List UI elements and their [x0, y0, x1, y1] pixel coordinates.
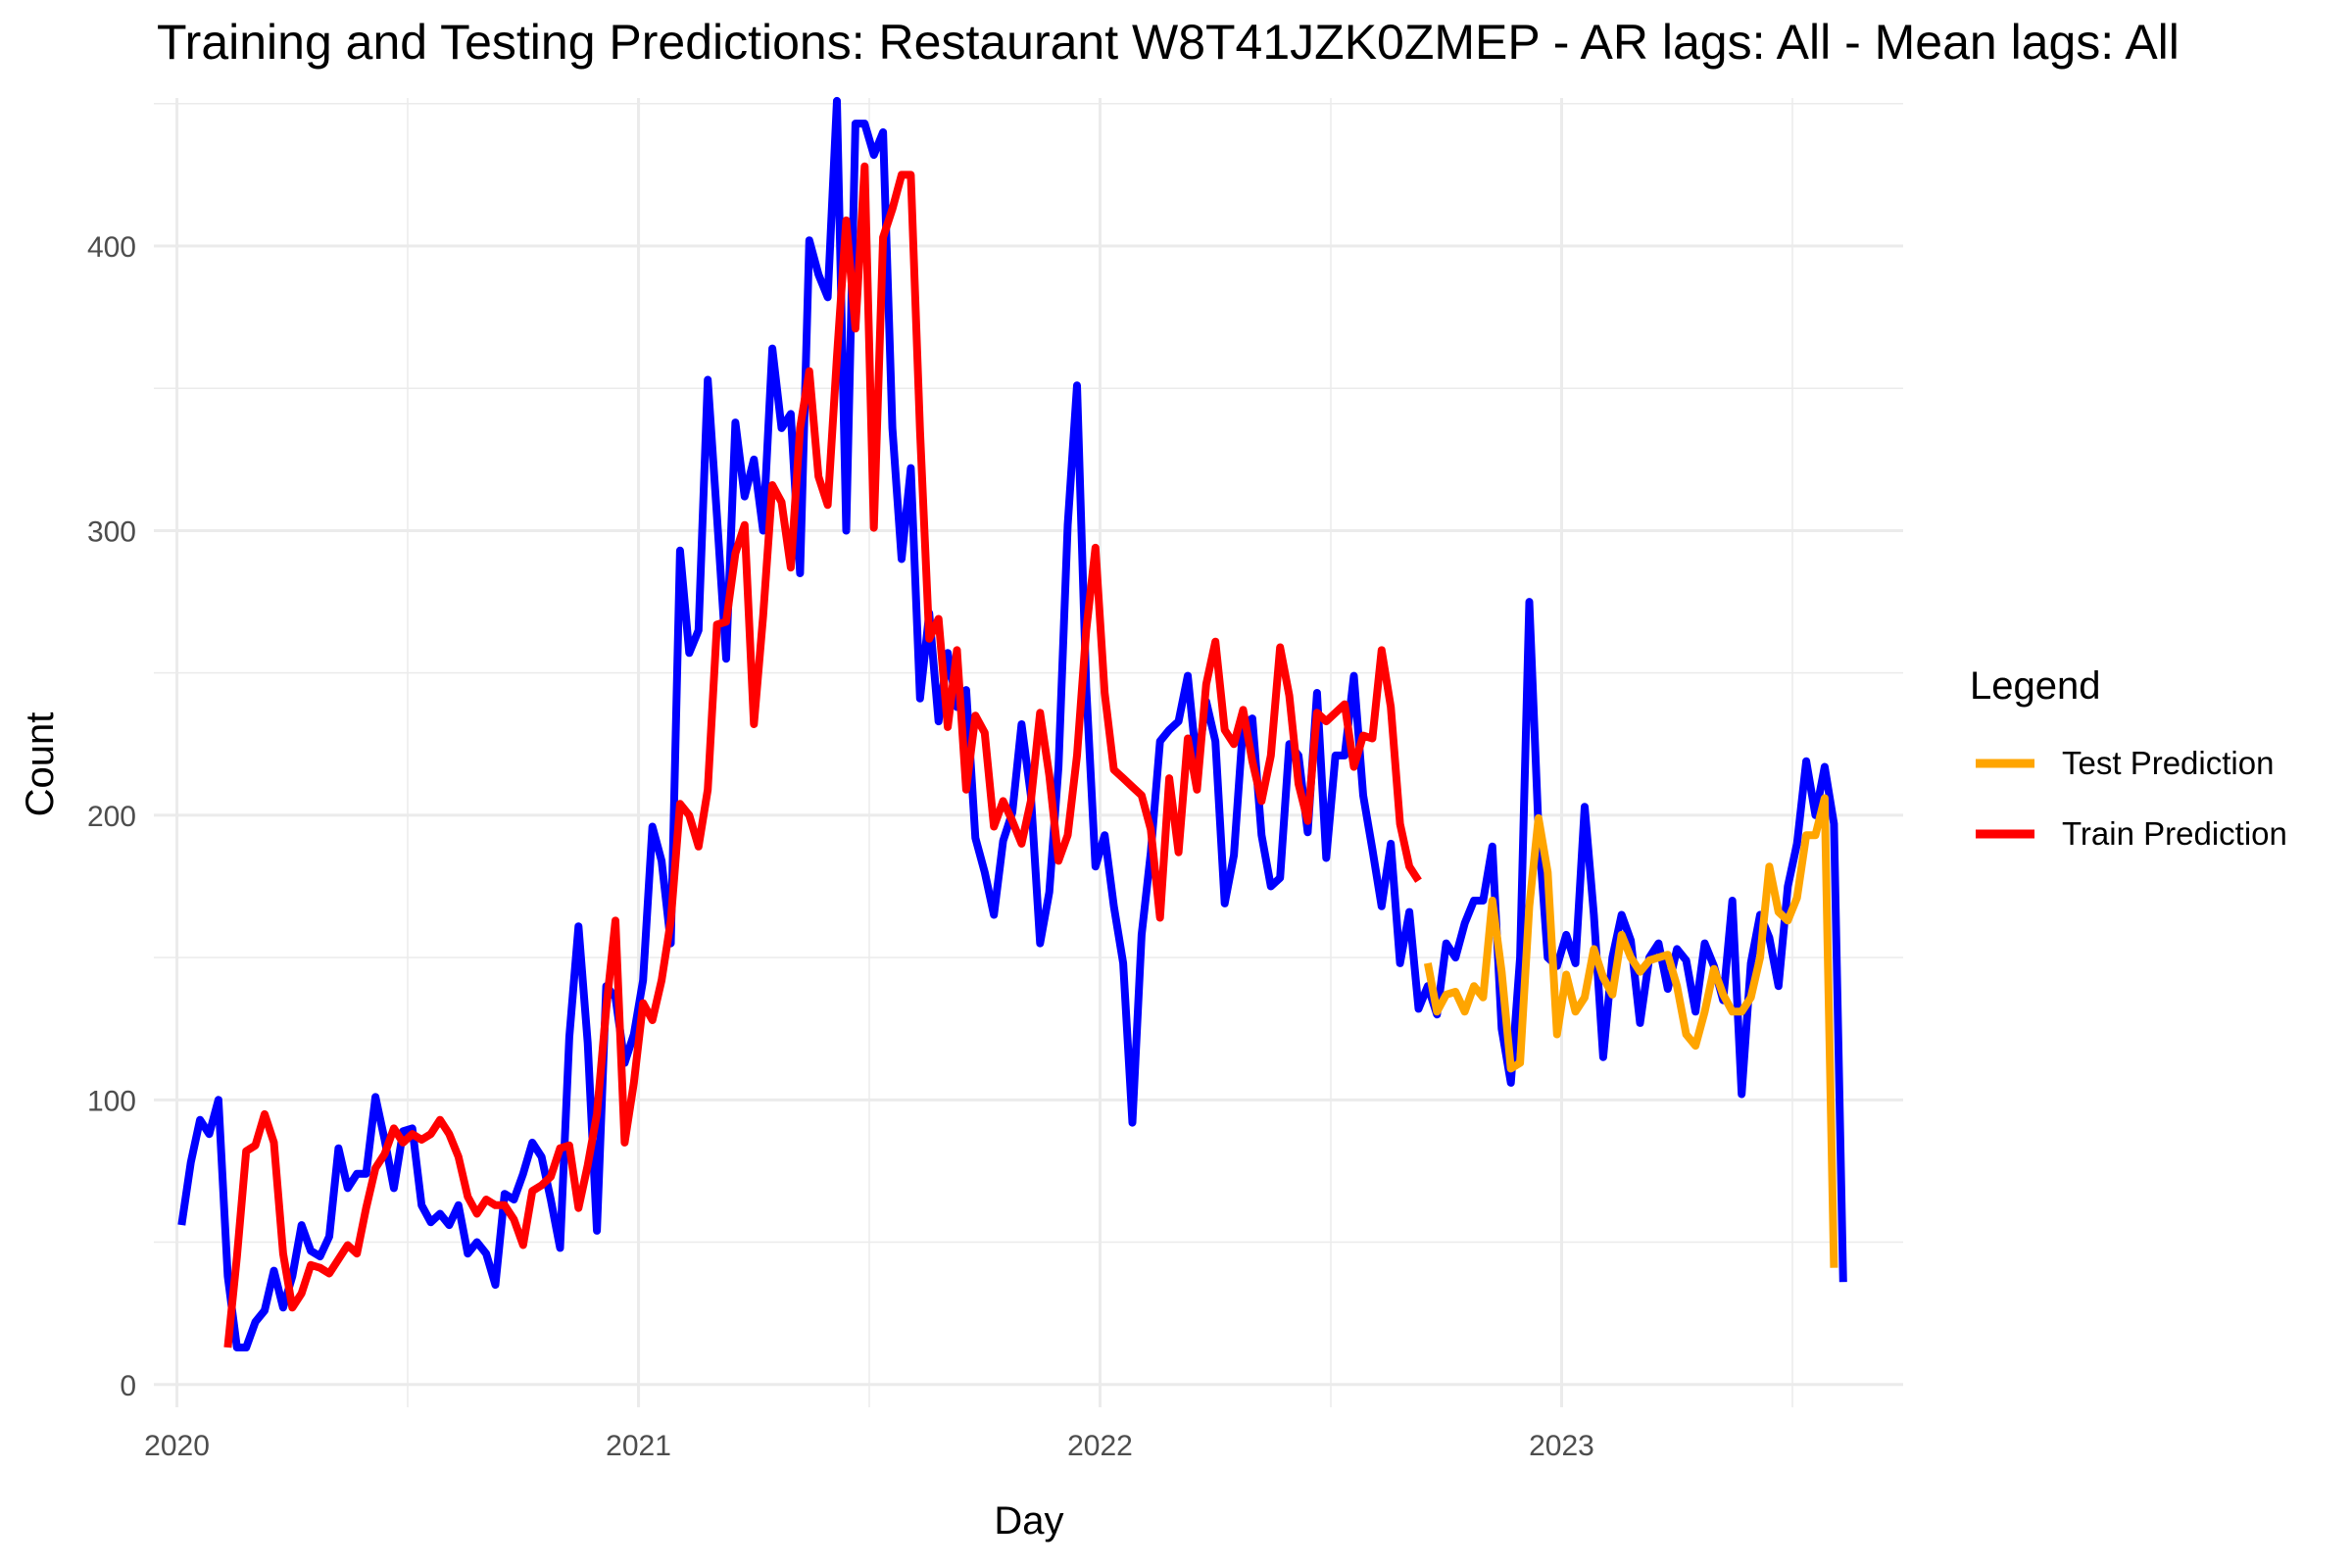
legend-label-test-prediction: Test Prediction [2062, 745, 2274, 781]
y-tick-label: 100 [87, 1085, 136, 1117]
series-line-test-prediction [1423, 794, 1838, 1268]
y-tick-label: 0 [120, 1370, 136, 1402]
series-line-train-prediction [223, 162, 1422, 1348]
y-tick-label: 300 [87, 515, 136, 548]
x-axis-ticks: 2020 2021 2022 2023 [144, 1430, 1594, 1462]
x-tick-label: 2020 [144, 1430, 210, 1462]
y-axis-title: Count [19, 712, 62, 817]
series-lines [177, 96, 1847, 1351]
x-tick-label: 2022 [1067, 1430, 1133, 1462]
y-tick-label: 400 [87, 231, 136, 264]
y-axis-ticks: 0 100 200 300 400 [87, 231, 136, 1402]
x-tick-label: 2021 [606, 1430, 671, 1462]
x-axis-title: Day [994, 1499, 1063, 1543]
legend-title: Legend [1970, 664, 2100, 708]
legend-label-train-prediction: Train Prediction [2062, 815, 2287, 852]
grid [154, 98, 1903, 1407]
chart-title: Training and Testing Predictions: Restau… [157, 15, 2180, 70]
y-tick-label: 200 [87, 801, 136, 833]
x-tick-label: 2023 [1529, 1430, 1594, 1462]
legend: Legend Test Prediction Train Prediction [1970, 664, 2287, 852]
